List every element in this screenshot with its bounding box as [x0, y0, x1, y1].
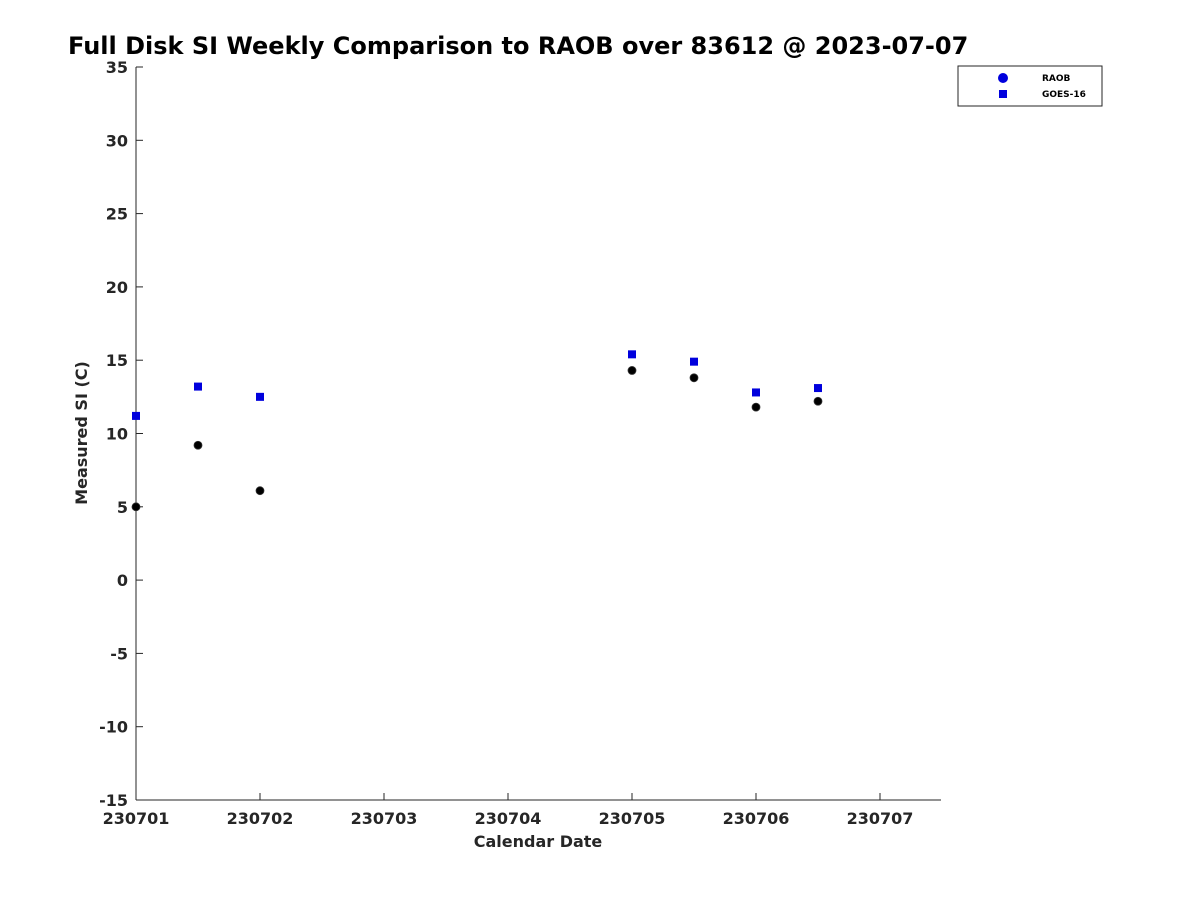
goes-16-point	[132, 411, 140, 420]
x-tick-label: 230701	[103, 809, 170, 828]
x-tick-label: 230702	[227, 809, 294, 828]
raob-point	[751, 402, 761, 412]
goes-16-point	[256, 392, 264, 401]
y-tick-label: 10	[106, 425, 128, 444]
y-tick-label: 15	[106, 351, 128, 370]
x-tick-label: 230704	[475, 809, 542, 828]
x-tick-label: 230707	[847, 809, 914, 828]
x-tick-label: 230705	[599, 809, 666, 828]
raob-point	[131, 502, 141, 512]
y-tick-label: 25	[106, 205, 128, 224]
plot-area	[135, 67, 941, 801]
raob-point	[193, 440, 203, 450]
raob-point	[813, 396, 823, 406]
goes-16-point	[194, 382, 202, 391]
y-tick-label: -5	[110, 644, 128, 663]
legend: RAOB GOES-16	[957, 65, 1103, 107]
raob-point	[255, 486, 265, 496]
y-tick-label: 35	[106, 58, 128, 77]
x-tick-label: 230706	[723, 809, 790, 828]
legend-label-goes-16: GOES-16	[1042, 90, 1086, 100]
x-tick-label: 230703	[351, 809, 418, 828]
goes-16-point	[628, 350, 636, 359]
legend-label-raob: RAOB	[1042, 74, 1071, 84]
y-axis-label: Measured SI (C)	[72, 361, 91, 505]
goes-16-point	[690, 357, 698, 366]
x-ticks: 230701 230702 230703 230704 230705 230706 2307…	[103, 793, 914, 828]
y-tick-label: 0	[117, 571, 128, 590]
chart-title: Full Disk SI Weekly Comparison to RAOB o…	[68, 32, 968, 60]
legend-marker-raob	[998, 73, 1008, 83]
legend-marker-goes-16	[999, 90, 1007, 98]
y-ticks: 35 30 25 20 15 10 5 0 -5 -10 -15	[99, 58, 143, 810]
goes-16-point	[814, 384, 822, 393]
raob-point	[689, 373, 699, 383]
y-tick-label: 20	[106, 278, 128, 297]
y-tick-label: -15	[99, 791, 128, 810]
goes-16-point	[752, 388, 760, 397]
y-tick-label: 30	[106, 131, 128, 150]
data-points	[131, 350, 823, 512]
x-axis-label: Calendar Date	[474, 832, 603, 851]
legend-box	[957, 65, 1103, 107]
raob-point	[627, 366, 637, 375]
y-tick-label: 5	[117, 498, 128, 517]
y-tick-label: -10	[99, 718, 128, 737]
